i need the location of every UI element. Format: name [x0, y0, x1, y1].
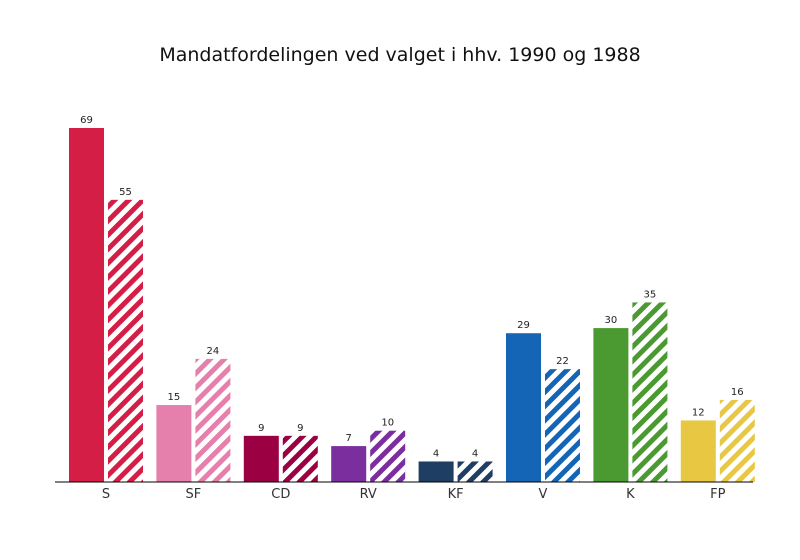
labels-layer: 69 55 S 15 24 SF 9 9 CD 7 10 RV 4 4 KF 29 22 V 30 35 K 12 16 FP [80, 115, 744, 502]
value-label: 9 [258, 423, 264, 434]
value-label: 7 [346, 433, 352, 444]
bars-layer [69, 128, 755, 482]
bar-K-hatched [632, 302, 668, 482]
value-label: 29 [517, 320, 530, 331]
bar-S-hatched [108, 199, 143, 482]
value-label: 69 [80, 115, 93, 126]
value-label: 9 [297, 423, 303, 434]
bar-S-solid [69, 128, 104, 482]
bar-FP-solid [680, 420, 716, 482]
value-label: 4 [433, 448, 439, 459]
value-label: 30 [605, 315, 618, 326]
category-label: RV [360, 487, 377, 502]
bar-RV-hatched [370, 430, 406, 482]
category-label: KF [448, 487, 464, 502]
category-label: S [102, 487, 110, 502]
category-label: V [539, 487, 548, 502]
bar-FP-hatched [719, 399, 755, 482]
value-label: 24 [207, 346, 220, 357]
bar-CD-hatched [282, 435, 318, 482]
bar-RV-solid [331, 446, 367, 482]
value-label: 55 [119, 187, 132, 198]
category-label: K [626, 487, 635, 502]
bar-K-solid [593, 328, 629, 482]
value-label: 15 [168, 392, 181, 403]
bar-SF-solid [156, 405, 192, 482]
bar-CD-solid [243, 435, 279, 482]
category-label: CD [271, 487, 290, 502]
bar-V-solid [506, 333, 541, 482]
value-label: 22 [556, 356, 569, 367]
value-label: 4 [472, 448, 478, 459]
value-label: 10 [381, 418, 394, 429]
bar-KF-solid [418, 461, 454, 482]
value-label: 16 [731, 387, 744, 398]
value-label: 35 [644, 289, 657, 300]
chart-title: Mandatfordelingen ved valget i hhv. 1990… [159, 44, 641, 66]
category-label: SF [186, 487, 202, 502]
bar-V-hatched [545, 369, 580, 482]
category-label: FP [710, 487, 725, 502]
bar-KF-hatched [457, 461, 493, 482]
bar-SF-hatched [195, 358, 231, 482]
value-label: 12 [692, 407, 705, 418]
